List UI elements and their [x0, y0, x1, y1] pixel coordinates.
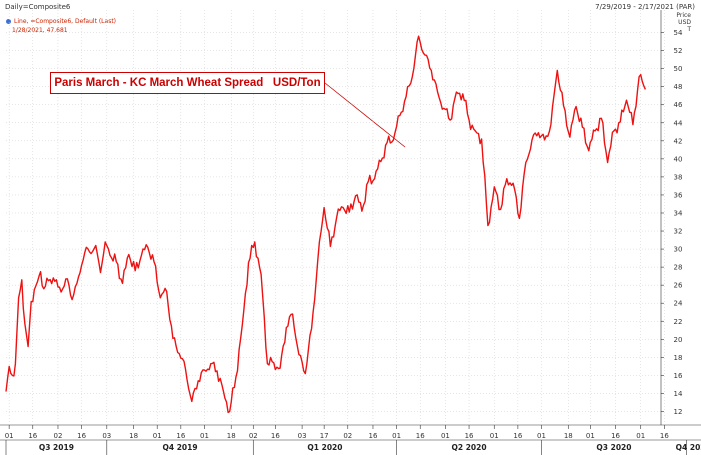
quarter-label: Q4 2020: [676, 443, 701, 452]
y-tick-label: 36: [674, 191, 683, 199]
y-tick-label: 16: [674, 372, 683, 380]
series-line: [5, 35, 647, 414]
x-tick-label: 16: [611, 432, 620, 440]
quarter-label: Q3 2019: [39, 443, 74, 452]
y-tick-label: 12: [674, 408, 683, 416]
chart-header-left: Daily=Composite6: [5, 3, 71, 11]
x-tick-label: 01: [490, 432, 499, 440]
price-axis-label: Price: [676, 12, 691, 19]
x-tick-label: 16: [416, 432, 425, 440]
x-tick-label: 16: [28, 432, 37, 440]
x-tick-label: 16: [369, 432, 378, 440]
y-tick-label: 46: [674, 101, 683, 109]
quarter-label: Q2 2020: [452, 443, 487, 452]
series-visibility-icon[interactable]: [6, 19, 11, 24]
chart-date-range: 7/29/2019 - 2/17/2021 (PAR): [595, 3, 695, 11]
x-tick-label: 16: [271, 432, 280, 440]
x-tick-label: 03: [298, 432, 307, 440]
quarter-label: Q3 2020: [596, 443, 631, 452]
y-tick-label: 48: [674, 83, 683, 91]
x-tick-label: 01: [441, 432, 450, 440]
x-tick-label: 02: [54, 432, 63, 440]
quarter-label: Q4 2019: [162, 443, 197, 452]
y-tick-label: 50: [674, 65, 683, 73]
y-tick-label: 14: [674, 390, 683, 398]
x-tick-label: 02: [343, 432, 352, 440]
x-tick-label: 01: [392, 432, 401, 440]
y-tick-label: 20: [674, 336, 683, 344]
y-tick-label: 42: [674, 137, 683, 145]
legend-entry[interactable]: Line, =Composite6, Default (Last): [6, 18, 116, 25]
x-tick-label: 16: [176, 432, 185, 440]
x-tick-label: 16: [465, 432, 474, 440]
x-tick-label: 18: [129, 432, 138, 440]
y-tick-label: 22: [674, 318, 683, 326]
chart-title-annotation: Paris March - KC March Wheat Spread USD/…: [50, 72, 325, 94]
legend-line-text: Line, =Composite6, Default (Last): [14, 18, 117, 25]
x-tick-label: 18: [227, 432, 236, 440]
y-tick-label: 32: [674, 228, 683, 236]
x-tick-label: 01: [5, 432, 14, 440]
y-tick-label: 34: [674, 209, 683, 217]
price-axis-unit: USD: [678, 19, 691, 26]
x-tick-label: 01: [200, 432, 209, 440]
quarter-label: Q1 2020: [307, 443, 342, 452]
y-tick-label: 28: [674, 264, 683, 272]
x-tick-label: 01: [586, 432, 595, 440]
x-tick-label: 01: [636, 432, 645, 440]
y-tick-label: 26: [674, 282, 683, 290]
y-tick-label: 44: [674, 119, 683, 127]
x-tick-label: 03: [102, 432, 111, 440]
y-tick-label: 52: [674, 47, 683, 55]
legend-last-value: 1/28/2021, 47.681: [12, 27, 68, 34]
annotation-leader-line: [324, 82, 406, 148]
y-tick-label: 18: [674, 354, 683, 362]
y-tick-label: 30: [674, 246, 683, 254]
y-tick-label: 40: [674, 155, 683, 163]
y-tick-label: 54: [674, 29, 683, 37]
x-tick-label: 01: [153, 432, 162, 440]
x-tick-label: 16: [513, 432, 522, 440]
y-tick-label: 24: [674, 300, 683, 308]
x-tick-label: 18: [564, 432, 573, 440]
x-tick-label: 17: [320, 432, 329, 440]
x-tick-label: 01: [537, 432, 546, 440]
price-axis-unit-sub: T: [687, 26, 691, 33]
x-tick-label: 16: [660, 432, 669, 440]
x-tick-label: 16: [77, 432, 86, 440]
y-tick-label: 38: [674, 173, 683, 181]
x-tick-label: 02: [249, 432, 258, 440]
